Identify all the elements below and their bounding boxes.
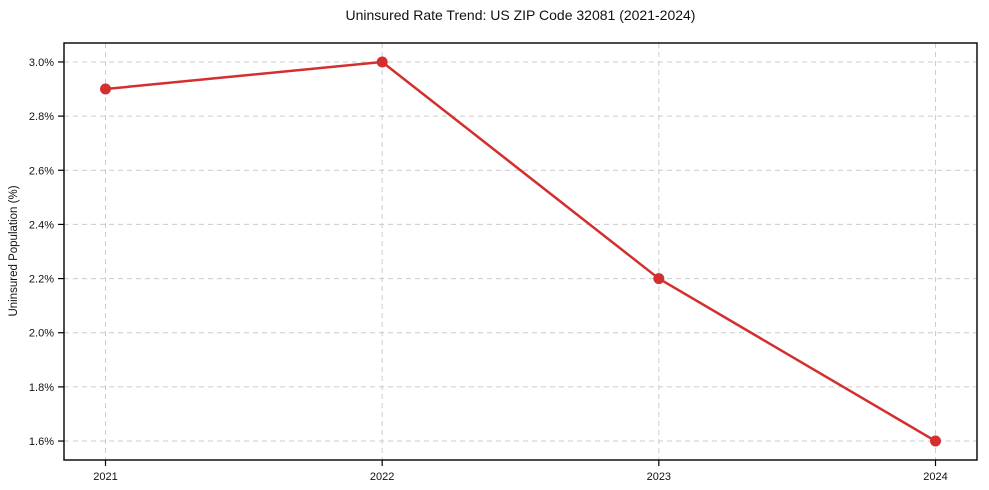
data-point — [653, 273, 665, 285]
x-tick-label: 2022 — [370, 471, 394, 483]
chart-title: Uninsured Rate Trend: US ZIP Code 32081 … — [345, 7, 696, 23]
y-tick-label: 2.6% — [29, 165, 54, 177]
trend-line — [104, 60, 937, 443]
y-tick-label: 2.4% — [29, 219, 54, 231]
y-tick-label: 2.2% — [29, 274, 54, 286]
x-tick-label: 2021 — [93, 471, 117, 483]
y-tick-label: 2.0% — [29, 328, 54, 340]
data-point — [376, 56, 388, 68]
y-tick-label: 3.0% — [29, 57, 54, 69]
y-tick-label: 2.8% — [29, 111, 54, 123]
x-tick-label: 2024 — [923, 471, 947, 483]
y-tick-label: 1.6% — [29, 436, 54, 448]
data-point — [930, 435, 941, 447]
y-tick-label: 1.8% — [29, 382, 54, 394]
x-tick-label: 2023 — [647, 471, 671, 483]
data-point — [100, 83, 111, 95]
plot-border — [63, 42, 978, 461]
